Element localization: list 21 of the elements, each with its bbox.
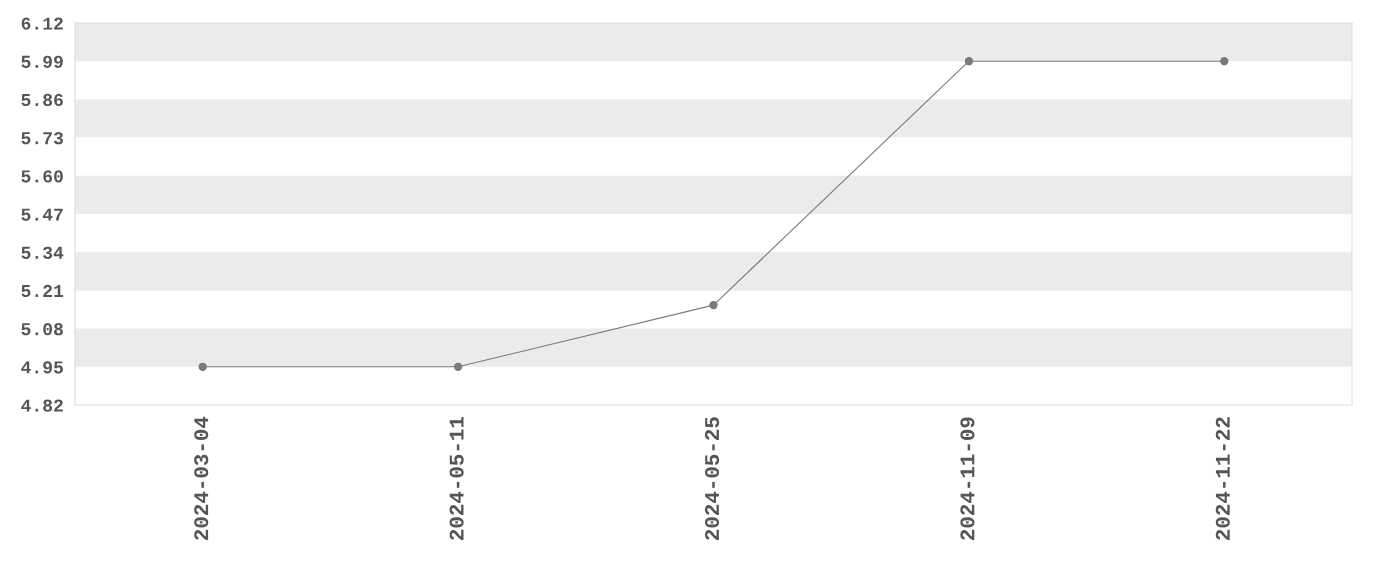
- point: [964, 57, 974, 66]
- y-tick-label: 5.86: [21, 93, 63, 107]
- y-tick-label: 5.47: [21, 208, 63, 221]
- point: [198, 362, 207, 371]
- y-tick-label: 5.34: [21, 246, 64, 259]
- y-tick-label: 5.08: [21, 323, 63, 336]
- x-tick-label: 2024-11-09: [960, 417, 975, 540]
- x-tick-label: 2024-03-04: [194, 416, 209, 540]
- y-tick-label: 6.12: [21, 17, 63, 30]
- y-tick-label: 5.60: [21, 170, 63, 183]
- x-tick-label: 2024-05-11: [449, 417, 464, 540]
- point: [453, 362, 463, 371]
- y-tick-label: 4.95: [21, 361, 63, 374]
- point: [1220, 57, 1229, 66]
- y-tick-label: 5.99: [21, 55, 63, 68]
- x-tick-label: 2024-11-22: [1215, 417, 1230, 540]
- point: [709, 300, 718, 310]
- y-tick-label: 4.82: [21, 399, 63, 412]
- y-tick-label: 5.73: [21, 132, 63, 145]
- x-tick-label: 2024-05-25: [704, 417, 720, 540]
- y-tick-label: 5.21: [21, 284, 64, 298]
